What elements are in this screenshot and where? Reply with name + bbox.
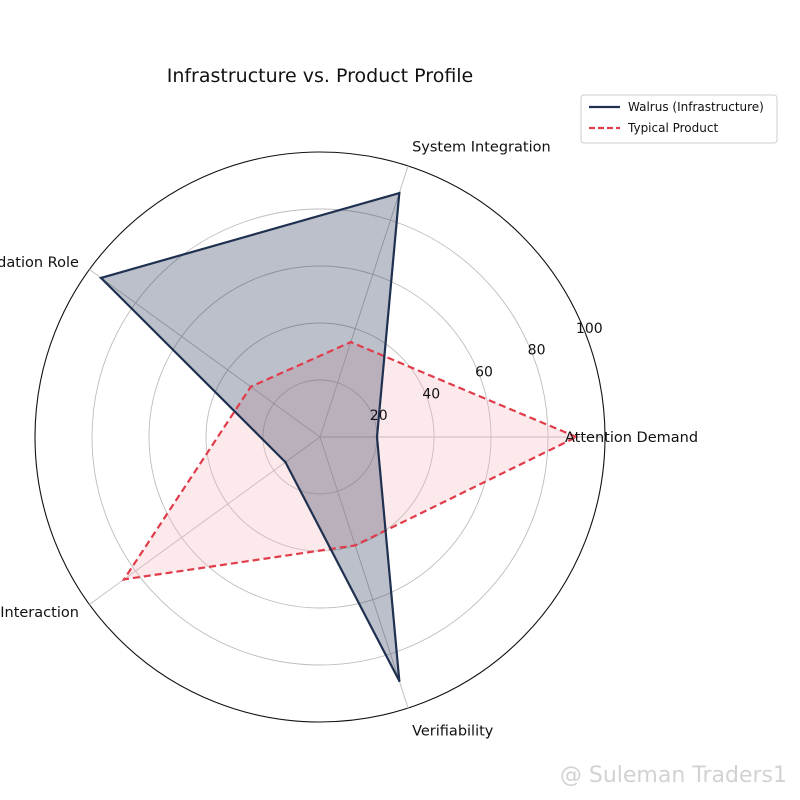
series-layer	[98, 191, 580, 683]
series-line-0	[98, 191, 401, 682]
chart-title: Infrastructure vs. Product Profile	[167, 65, 474, 87]
spoke-4	[319, 436, 409, 709]
axis-labels: Attention Demand System Integration Founda…	[0, 140, 698, 740]
legend-frame	[580, 94, 778, 144]
axis-label-1: System Integration	[412, 140, 551, 156]
point-0-3	[284, 460, 287, 464]
series-fill-1	[124, 342, 577, 580]
spoke-3	[89, 436, 321, 605]
spoke-2	[89, 269, 321, 438]
tick-label-60: 60	[475, 365, 493, 381]
radial-tick-labels: 20 40 60 80 100	[370, 321, 603, 424]
point-1-0	[575, 435, 578, 439]
point-0-2	[99, 276, 103, 280]
point-0-0	[375, 435, 379, 439]
legend: Walrus (Infrastructure) Typical Product	[580, 94, 778, 144]
point-0-4	[398, 679, 401, 683]
axis-label-4: Verifiability	[412, 723, 494, 739]
point-1-2	[249, 385, 252, 388]
point-1-1	[349, 340, 352, 344]
point-1-3	[122, 578, 126, 581]
spoke-1	[319, 165, 409, 438]
legend-entry-typical-product: Typical Product	[627, 121, 718, 135]
axis-label-3: User Interaction	[0, 605, 79, 621]
series-fill-0	[101, 193, 400, 681]
watermark: @ Suleman Traders1	[560, 763, 787, 788]
tick-label-100: 100	[576, 321, 603, 337]
series-line-1	[121, 340, 580, 581]
axis-label-0: Attention Demand	[565, 430, 698, 446]
point-1-4	[354, 544, 357, 547]
legend-entry-walrus: Walrus (Infrastructure)	[628, 100, 764, 114]
tick-label-20: 20	[370, 408, 388, 424]
point-0-1	[398, 191, 401, 195]
axis-label-2: Foundation Role	[0, 255, 79, 271]
tick-label-80: 80	[528, 343, 546, 359]
radar-grid	[34, 151, 606, 723]
tick-label-40: 40	[422, 386, 440, 402]
